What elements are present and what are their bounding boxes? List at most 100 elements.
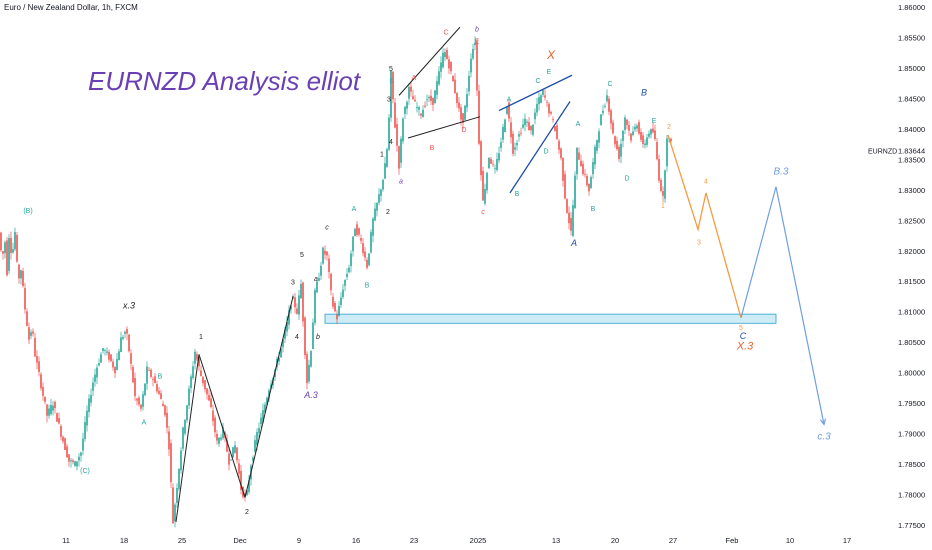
wave-label: D xyxy=(624,176,629,183)
wave-label: X.3 xyxy=(736,340,754,352)
candle-body xyxy=(90,395,92,403)
candle-body xyxy=(342,289,344,297)
candle-body xyxy=(20,270,22,279)
candle-body xyxy=(458,102,460,109)
candle-body xyxy=(450,61,452,72)
candle-body xyxy=(580,160,582,167)
candle-body xyxy=(76,461,78,467)
candle-body xyxy=(232,447,234,458)
candle-body xyxy=(384,163,386,179)
candle-body xyxy=(658,158,660,181)
candle-body xyxy=(206,388,208,395)
time-tick-label: 2025 xyxy=(470,536,487,545)
wave-label: x.3 xyxy=(122,301,135,311)
candle-body xyxy=(330,273,332,291)
candle-body xyxy=(92,382,94,391)
price-tick-label: 1.83000 xyxy=(898,186,925,195)
wave-label: C xyxy=(389,78,394,85)
wave-label: c.3 xyxy=(817,432,831,443)
candle-body xyxy=(208,395,210,401)
candle-body xyxy=(514,147,516,150)
candle-body xyxy=(106,351,108,353)
wave-line xyxy=(198,354,246,498)
wave-line xyxy=(244,296,294,498)
candle-body xyxy=(656,141,658,160)
candle-body xyxy=(34,337,36,357)
wave-label: X xyxy=(546,48,556,62)
candle-body xyxy=(638,122,640,134)
wave-label: B xyxy=(591,206,596,213)
wave-label: E xyxy=(475,39,480,46)
time-tick-label: 16 xyxy=(352,536,360,545)
candle-body xyxy=(538,97,540,105)
candle-body xyxy=(132,366,134,383)
candle-body xyxy=(240,470,242,490)
wave-label: b xyxy=(475,26,479,33)
candle-body xyxy=(228,453,230,465)
candle-body xyxy=(348,267,350,273)
candle-body xyxy=(598,131,600,143)
candle-body xyxy=(58,418,60,424)
candle-body xyxy=(382,179,384,190)
candle-body xyxy=(214,417,216,433)
wave-label: A.3 xyxy=(303,390,318,400)
candle-body xyxy=(294,297,296,308)
candle-body xyxy=(46,404,48,416)
candle-body xyxy=(170,443,172,483)
candle-body xyxy=(590,177,592,189)
price-tick-label: 1.82000 xyxy=(898,247,925,256)
price-tick-label: 1.81500 xyxy=(898,277,925,286)
candle-body xyxy=(60,426,62,437)
candle-body xyxy=(466,94,468,108)
candle-body xyxy=(416,106,418,109)
candle-body xyxy=(422,109,424,118)
candle-body xyxy=(462,113,464,124)
wave-label: 3 xyxy=(387,96,391,103)
candle-body xyxy=(556,125,558,139)
candle-body xyxy=(518,134,520,137)
candle-body xyxy=(438,71,440,85)
candle-body xyxy=(278,357,280,362)
candle-body xyxy=(336,314,338,320)
candle-body xyxy=(536,103,538,113)
candle-body xyxy=(454,79,456,93)
candle-body xyxy=(192,366,194,378)
candle-body xyxy=(110,354,112,361)
wave-label: a xyxy=(399,179,403,186)
candle-body xyxy=(512,133,514,154)
price-axis[interactable]: 1.86000 1.85500 1.85000 1.84500 1.84000 1.835… xyxy=(868,3,925,530)
wave-label: A xyxy=(142,419,147,426)
candle-body xyxy=(26,311,28,326)
wave-label: C xyxy=(740,331,747,341)
candle-body xyxy=(138,397,140,405)
candle-body xyxy=(200,370,202,377)
candle-body xyxy=(44,396,46,402)
wave-label: 4 xyxy=(389,139,393,146)
candle-body xyxy=(126,328,128,334)
annotations-layer: (B)x.3AB(C)12345A.3abcAB12345CaABCDbEcAB… xyxy=(23,26,831,516)
candle-body xyxy=(486,172,488,191)
candle-body xyxy=(172,487,174,524)
candle-body xyxy=(502,126,504,140)
candle-body xyxy=(88,398,90,412)
candle-body xyxy=(316,281,318,293)
candle-body xyxy=(526,121,528,123)
candle-body xyxy=(306,354,308,384)
candle-body xyxy=(164,405,166,416)
candle-body xyxy=(324,250,326,255)
candle-body xyxy=(332,296,334,307)
candle-body xyxy=(474,42,476,46)
time-axis[interactable]: 11 18 25 Dec 9 16 23 2025 13 20 27 Feb 10 17 xyxy=(62,536,851,545)
candle-body xyxy=(490,159,492,164)
candle-body xyxy=(98,362,100,366)
candle-body xyxy=(16,234,18,262)
candle-body xyxy=(354,228,356,237)
candle-body xyxy=(528,122,530,131)
candle-body xyxy=(226,439,228,452)
candle-body xyxy=(184,419,186,434)
candle-body xyxy=(4,242,6,254)
candle-body xyxy=(572,205,574,236)
candle-body xyxy=(628,124,630,131)
candle-body xyxy=(72,460,74,463)
